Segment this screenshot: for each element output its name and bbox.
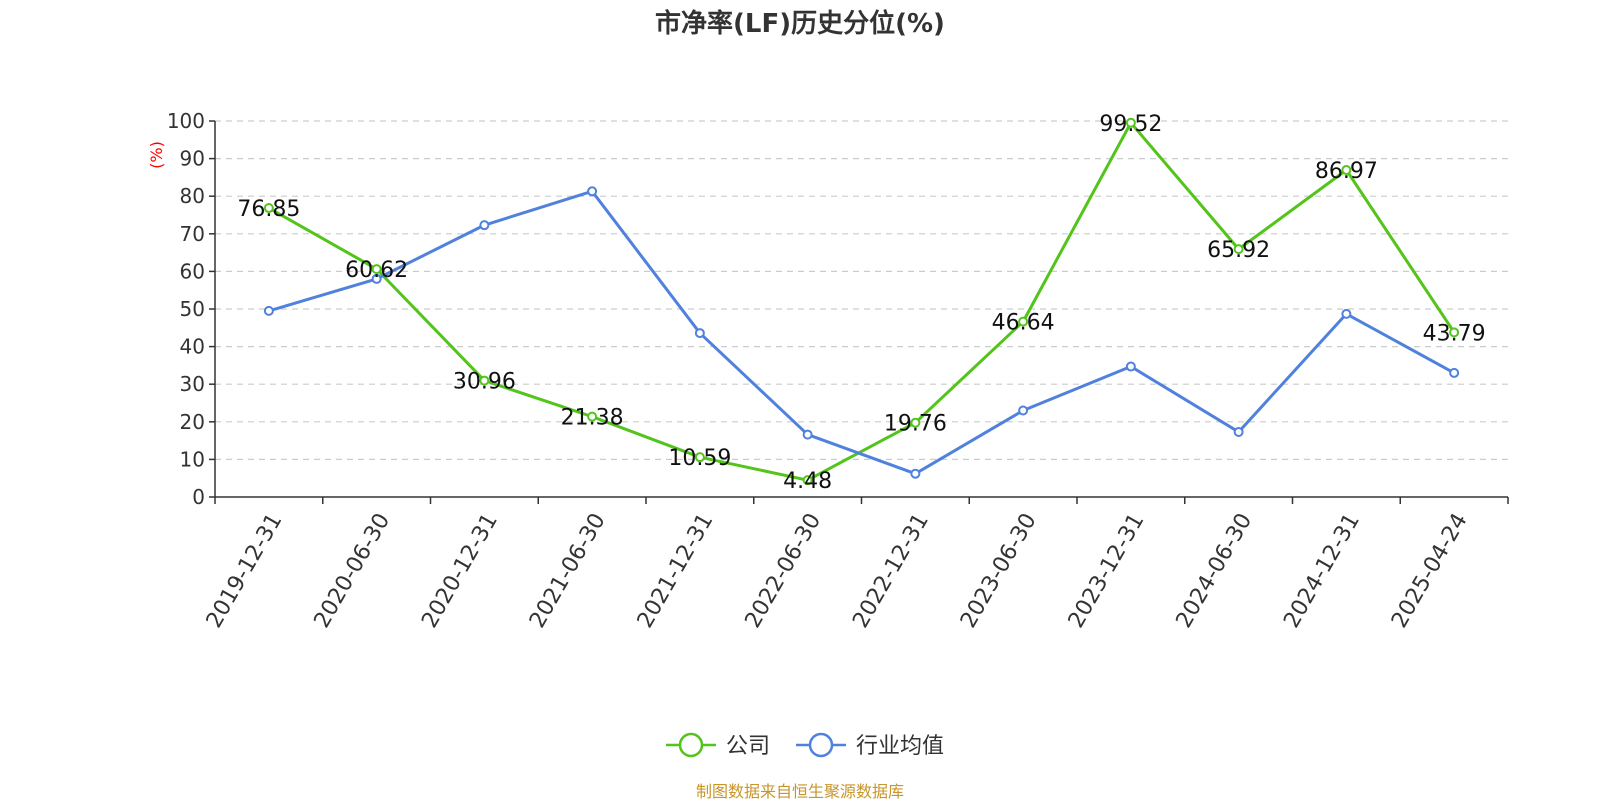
y-tick-label: 70 bbox=[180, 222, 205, 246]
source-note: 制图数据来自恒生聚源数据库 bbox=[695, 782, 904, 801]
y-tick-label: 60 bbox=[180, 259, 205, 283]
data-point bbox=[1125, 361, 1136, 372]
y-axis-label: (%) bbox=[147, 141, 166, 169]
x-tick-label: 2024-12-31 bbox=[1279, 509, 1365, 632]
x-tick-label: 2023-06-30 bbox=[956, 509, 1042, 632]
y-tick-label: 30 bbox=[180, 372, 205, 396]
data-point bbox=[802, 475, 813, 486]
x-tick-label: 2020-06-30 bbox=[310, 509, 396, 632]
data-point bbox=[587, 411, 598, 422]
data-label: 65.92 bbox=[1207, 238, 1270, 263]
data-label: 60.62 bbox=[345, 258, 408, 283]
data-point bbox=[1018, 316, 1029, 327]
x-tick-label: 2021-06-30 bbox=[525, 509, 611, 632]
y-tick-label: 10 bbox=[180, 447, 205, 471]
series-line-0 bbox=[268, 121, 1456, 482]
data-point bbox=[479, 220, 490, 231]
data-label: 46.64 bbox=[992, 311, 1055, 336]
axes: 0 10 20 30 40 50 60 70 80 90 100 2019-12-31 2020-06-… bbox=[167, 109, 1509, 632]
data-point bbox=[694, 452, 705, 463]
series-lines bbox=[263, 117, 1460, 486]
data-point bbox=[910, 468, 921, 479]
data-point bbox=[1341, 164, 1352, 175]
y-tick-label: 50 bbox=[180, 297, 205, 321]
data-label: 21.38 bbox=[561, 406, 624, 431]
y-tick-label: 20 bbox=[180, 410, 205, 434]
x-tick-label: 2024-06-30 bbox=[1172, 509, 1258, 632]
data-point bbox=[1018, 405, 1029, 416]
legend-item-0[interactable]: 公司 bbox=[666, 732, 770, 759]
x-tick-label: 2020-12-31 bbox=[417, 509, 503, 632]
data-point bbox=[1449, 327, 1460, 338]
data-point bbox=[1125, 117, 1136, 128]
x-tick-label: 2023-12-31 bbox=[1064, 509, 1150, 632]
y-tick-label: 80 bbox=[180, 184, 205, 208]
x-tick-label: 2025-04-24 bbox=[1387, 509, 1473, 632]
x-tick-label: 2022-06-30 bbox=[741, 509, 827, 632]
x-tick-label: 2021-12-31 bbox=[633, 509, 719, 632]
data-point bbox=[802, 429, 813, 440]
x-tick-label: 2019-12-31 bbox=[202, 509, 288, 632]
series-line-1 bbox=[268, 189, 1455, 476]
chart-title: 市净率(LF)历史分位(%) bbox=[655, 8, 945, 39]
data-label: 99.52 bbox=[1099, 112, 1162, 137]
data-label: 4.48 bbox=[783, 469, 832, 494]
data-point bbox=[694, 328, 705, 339]
legend-item-1[interactable]: 行业均值 bbox=[796, 732, 944, 759]
data-labels: 76.85 60.62 30.96 21.38 10.59 4.48 19.76 46.64 9… bbox=[237, 112, 1485, 494]
data-label: 10.59 bbox=[668, 446, 731, 471]
y-tick-label: 90 bbox=[180, 147, 205, 171]
y-tick-label: 100 bbox=[167, 109, 205, 133]
data-label: 19.76 bbox=[884, 412, 947, 437]
data-point bbox=[587, 186, 598, 197]
data-label: 76.85 bbox=[237, 197, 300, 222]
data-point bbox=[1233, 244, 1244, 255]
data-label: 43.79 bbox=[1423, 321, 1486, 346]
data-point bbox=[263, 305, 274, 316]
legend-marker bbox=[678, 732, 704, 758]
legend[interactable]: 公司 行业均值 bbox=[666, 732, 944, 759]
data-point bbox=[479, 375, 490, 386]
data-point bbox=[1341, 308, 1352, 319]
data-label: 30.96 bbox=[453, 370, 516, 395]
data-point bbox=[910, 417, 921, 428]
legend-label: 公司 bbox=[726, 734, 770, 759]
legend-label: 行业均值 bbox=[856, 734, 944, 759]
data-point bbox=[263, 203, 274, 214]
data-point bbox=[1233, 426, 1244, 437]
data-label: 86.97 bbox=[1315, 159, 1378, 184]
data-point bbox=[371, 273, 382, 284]
x-tick-label: 2022-12-31 bbox=[848, 509, 934, 632]
legend-marker bbox=[808, 732, 834, 758]
data-point bbox=[371, 264, 382, 275]
data-point bbox=[1449, 367, 1460, 378]
y-tick-label: 0 bbox=[192, 485, 205, 509]
y-tick-label: 40 bbox=[180, 335, 205, 359]
